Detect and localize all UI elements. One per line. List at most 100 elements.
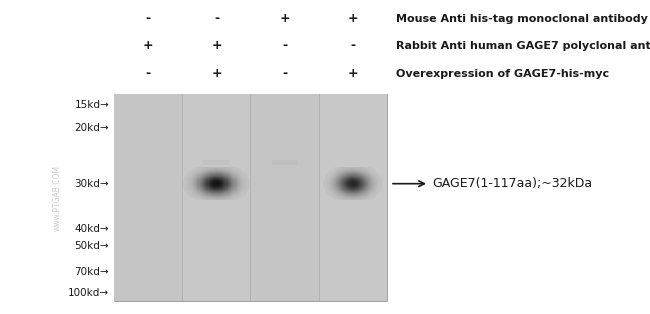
Bar	[333, 193, 335, 194]
Bar	[362, 173, 363, 174]
Bar	[372, 172, 373, 173]
Bar	[333, 176, 335, 177]
Bar	[202, 195, 203, 196]
Bar	[192, 190, 193, 191]
Bar	[330, 176, 331, 177]
Bar	[364, 194, 365, 195]
Bar	[188, 190, 189, 191]
Bar	[382, 183, 384, 184]
Bar	[222, 174, 223, 175]
Bar	[344, 194, 345, 195]
Bar	[202, 196, 203, 197]
Bar	[326, 180, 327, 181]
Bar	[363, 171, 364, 172]
Bar	[357, 171, 358, 172]
Bar	[352, 196, 353, 197]
Bar	[242, 195, 243, 196]
Bar	[350, 179, 351, 180]
Bar	[349, 194, 350, 195]
Bar	[352, 183, 353, 184]
Bar	[332, 187, 333, 188]
Bar	[224, 190, 226, 191]
Bar	[242, 177, 243, 178]
Bar	[328, 182, 329, 183]
Bar	[343, 193, 344, 194]
Bar	[350, 193, 351, 194]
Bar	[342, 172, 343, 173]
Bar	[345, 181, 346, 182]
Bar	[205, 187, 206, 188]
Bar	[349, 198, 350, 199]
Bar	[356, 191, 357, 192]
Bar	[230, 174, 231, 175]
Text: +: +	[143, 39, 153, 52]
Bar	[366, 190, 367, 191]
Bar	[226, 187, 227, 188]
Bar	[207, 175, 209, 176]
Bar	[362, 186, 363, 187]
Bar	[337, 180, 338, 181]
Bar	[209, 188, 210, 189]
Bar	[345, 188, 346, 189]
Bar	[377, 186, 378, 187]
Bar	[227, 167, 228, 168]
Bar	[359, 182, 360, 183]
Bar	[361, 179, 362, 180]
Bar	[202, 170, 203, 171]
Bar	[352, 169, 353, 170]
Bar	[244, 173, 246, 174]
Bar	[361, 177, 362, 178]
Bar	[242, 174, 243, 175]
Bar	[232, 168, 233, 169]
Bar	[359, 168, 360, 169]
Bar	[333, 172, 335, 173]
Bar	[211, 190, 212, 191]
Bar	[226, 176, 227, 177]
Bar	[186, 193, 187, 194]
Bar	[229, 182, 230, 183]
Bar	[187, 175, 188, 176]
Bar	[244, 182, 246, 183]
Bar	[220, 169, 221, 170]
Bar	[227, 182, 228, 183]
Bar	[330, 173, 331, 174]
Bar	[195, 199, 196, 200]
Bar	[371, 192, 372, 193]
Bar	[355, 177, 356, 178]
Bar	[346, 179, 347, 180]
Bar	[188, 183, 189, 184]
Bar	[196, 170, 198, 171]
Bar	[205, 175, 206, 176]
Bar	[343, 180, 344, 181]
Bar	[336, 184, 337, 185]
Bar	[354, 177, 355, 178]
Bar	[349, 171, 350, 172]
Bar	[227, 183, 228, 184]
Bar	[213, 198, 215, 199]
Bar	[213, 188, 215, 189]
Bar	[216, 195, 218, 196]
Bar	[340, 195, 341, 196]
Bar	[233, 187, 235, 188]
Bar	[209, 190, 210, 191]
Bar	[378, 182, 379, 183]
Bar	[338, 167, 339, 168]
Bar	[378, 176, 379, 177]
Bar	[229, 199, 230, 200]
Bar	[214, 176, 215, 177]
Bar	[214, 194, 215, 195]
Bar	[342, 181, 343, 182]
Bar	[368, 187, 369, 188]
Bar	[332, 194, 333, 195]
Bar	[364, 195, 365, 196]
Bar	[205, 191, 206, 192]
Bar	[230, 167, 231, 168]
Bar	[357, 178, 358, 179]
Bar	[203, 160, 229, 165]
Bar	[195, 169, 196, 170]
Bar	[227, 184, 228, 185]
Bar	[338, 193, 339, 194]
Bar	[238, 179, 239, 180]
Bar	[344, 178, 345, 179]
Bar	[226, 199, 227, 200]
